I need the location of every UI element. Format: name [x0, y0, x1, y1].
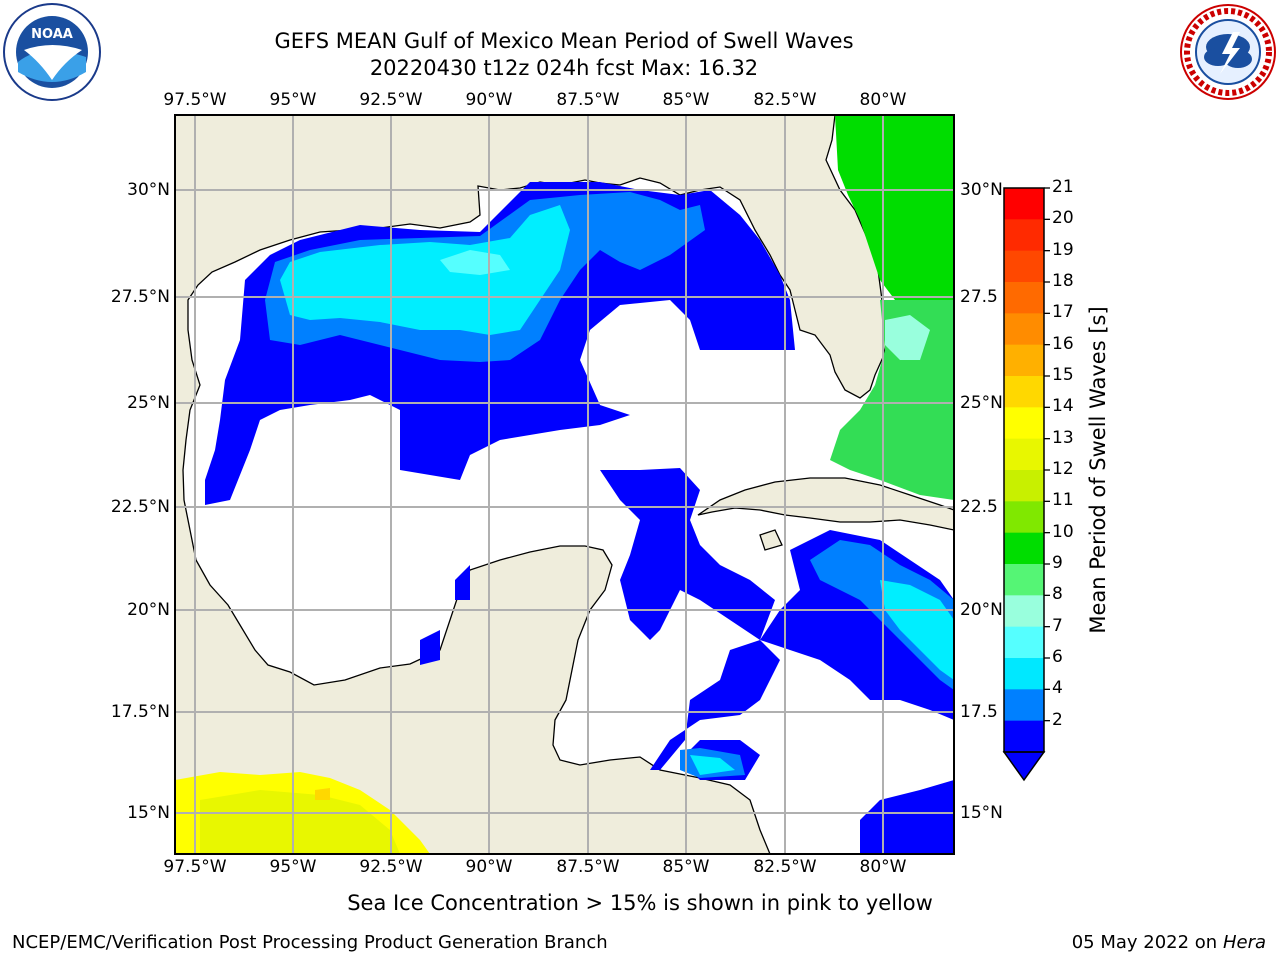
date-stamp: 05 May 2022 on Hera — [1072, 932, 1266, 953]
lat-label-right: 30°N — [960, 180, 1003, 200]
noaa-logo: NOAA — [3, 3, 101, 101]
colorbar-tick-label: 20 — [1052, 208, 1074, 229]
colorbar-tick-label: 21 — [1052, 177, 1074, 197]
sea-ice-note: Sea Ice Concentration > 15% is shown in … — [347, 891, 933, 915]
colorbar-segment — [1004, 595, 1044, 628]
lon-label-top: 87.5°W — [556, 90, 620, 110]
lon-label-bottom: 95°W — [269, 857, 317, 877]
colorbar-segment — [1004, 282, 1044, 314]
figure-title: GEFS MEAN Gulf of Mexico Mean Period of … — [274, 29, 854, 53]
figure-subtitle: 20220430 t12z 024h fcst Max: 16.32 — [369, 56, 759, 80]
lat-label-right: 15°N — [960, 803, 1003, 823]
lat-label-left: 27.5°N — [110, 287, 170, 307]
colorbar-segment — [1004, 250, 1044, 283]
colorbar-segment — [1004, 188, 1044, 220]
lon-label-top: 95°W — [269, 90, 317, 110]
lat-label-left: 22.5°N — [110, 497, 170, 517]
colorbar-tick-label: 18 — [1052, 271, 1074, 291]
colorbar-segment — [1004, 626, 1044, 659]
lon-label-top: 90°W — [465, 90, 513, 110]
colorbar-segment — [1004, 532, 1044, 565]
colorbar-segment — [1004, 720, 1044, 753]
colorbar-tick-label: 13 — [1052, 427, 1074, 448]
lon-label-top: 85°W — [662, 90, 710, 110]
lat-label-left: 15°N — [127, 803, 170, 823]
machine-name: Hera — [1222, 932, 1266, 953]
lat-label-left: 25°N — [127, 393, 170, 413]
lat-label-left: 30°N — [127, 180, 170, 200]
land-cuba — [697, 477, 954, 531]
colorbar-label: Mean Period of Swell Waves [s] — [1086, 306, 1110, 634]
lon-label-bottom: 82.5°W — [753, 857, 817, 877]
swell-shading-6-8 — [280, 205, 954, 775]
colorbar-tick-label: 12 — [1052, 459, 1074, 479]
colorbar-segment — [1004, 470, 1044, 502]
colorbar-tick-label: 10 — [1052, 521, 1074, 542]
lon-label-bottom: 92.5°W — [359, 857, 423, 877]
lon-label-top: 80°W — [859, 90, 907, 110]
colorbar-tick-label: 17 — [1052, 302, 1074, 323]
credit-text: NCEP/EMC/Verification Post Processing Pr… — [12, 932, 608, 953]
lon-label-top: 92.5°W — [359, 90, 423, 110]
lat-label-right: 25°N — [960, 393, 1003, 413]
colorbar-extend-arrow — [1002, 751, 1046, 782]
lat-label-right: 17.5 — [960, 702, 998, 722]
colorbar-tick-label: 16 — [1052, 333, 1074, 354]
colorbar-tick-label: 2 — [1052, 709, 1063, 730]
colorbar-tick-label: 8 — [1052, 584, 1063, 605]
lon-label-bottom: 97.5°W — [163, 857, 227, 877]
lat-label-left: 20°N — [127, 600, 170, 620]
colorbar-segment — [1004, 658, 1044, 690]
colorbar-tick-label: 19 — [1052, 239, 1074, 260]
colorbar-segment — [1004, 689, 1044, 722]
colorbar-tick-label: 6 — [1052, 647, 1063, 667]
colorbar-segment — [1004, 407, 1044, 440]
map-frame — [174, 114, 955, 855]
colorbar-frame — [1003, 187, 1045, 753]
land-jamaica — [759, 529, 783, 551]
lat-label-left: 17.5°N — [110, 702, 170, 722]
colorbar-segment — [1004, 501, 1044, 534]
lat-label-right: 22.5 — [960, 497, 998, 517]
colorbar-tick-label: 9 — [1052, 553, 1063, 573]
date-text: 05 May 2022 on — [1071, 932, 1218, 953]
colorbar-tick-label: 15 — [1052, 365, 1074, 385]
colorbar — [1002, 187, 1050, 782]
colorbar-segment — [1004, 376, 1044, 408]
colorbar-segment — [1004, 313, 1044, 346]
colorbar-segment — [1004, 219, 1044, 252]
colorbar-tick-label: 11 — [1052, 490, 1074, 511]
noaa-logo-text: NOAA — [31, 27, 73, 42]
colorbar-segment — [1004, 344, 1044, 377]
lon-label-bottom: 85°W — [662, 857, 710, 877]
colorbar-tick-label: 14 — [1052, 396, 1074, 417]
lon-label-bottom: 87.5°W — [556, 857, 620, 877]
swell-shading-10-11 — [830, 115, 954, 500]
nws-logo — [1180, 4, 1276, 100]
lon-label-bottom: 90°W — [465, 857, 513, 877]
lon-label-top: 97.5°W — [163, 90, 227, 110]
colorbar-segment — [1004, 564, 1044, 596]
colorbar-tick-label: 4 — [1052, 678, 1063, 699]
lon-label-bottom: 80°W — [859, 857, 907, 877]
colorbar-tick-label: 7 — [1052, 615, 1063, 636]
lat-label-right: 20°N — [960, 600, 1003, 620]
lon-label-top: 82.5°W — [753, 90, 817, 110]
lat-label-right: 27.5 — [960, 287, 998, 307]
colorbar-segment — [1004, 438, 1044, 471]
map-gridlines — [175, 115, 954, 854]
